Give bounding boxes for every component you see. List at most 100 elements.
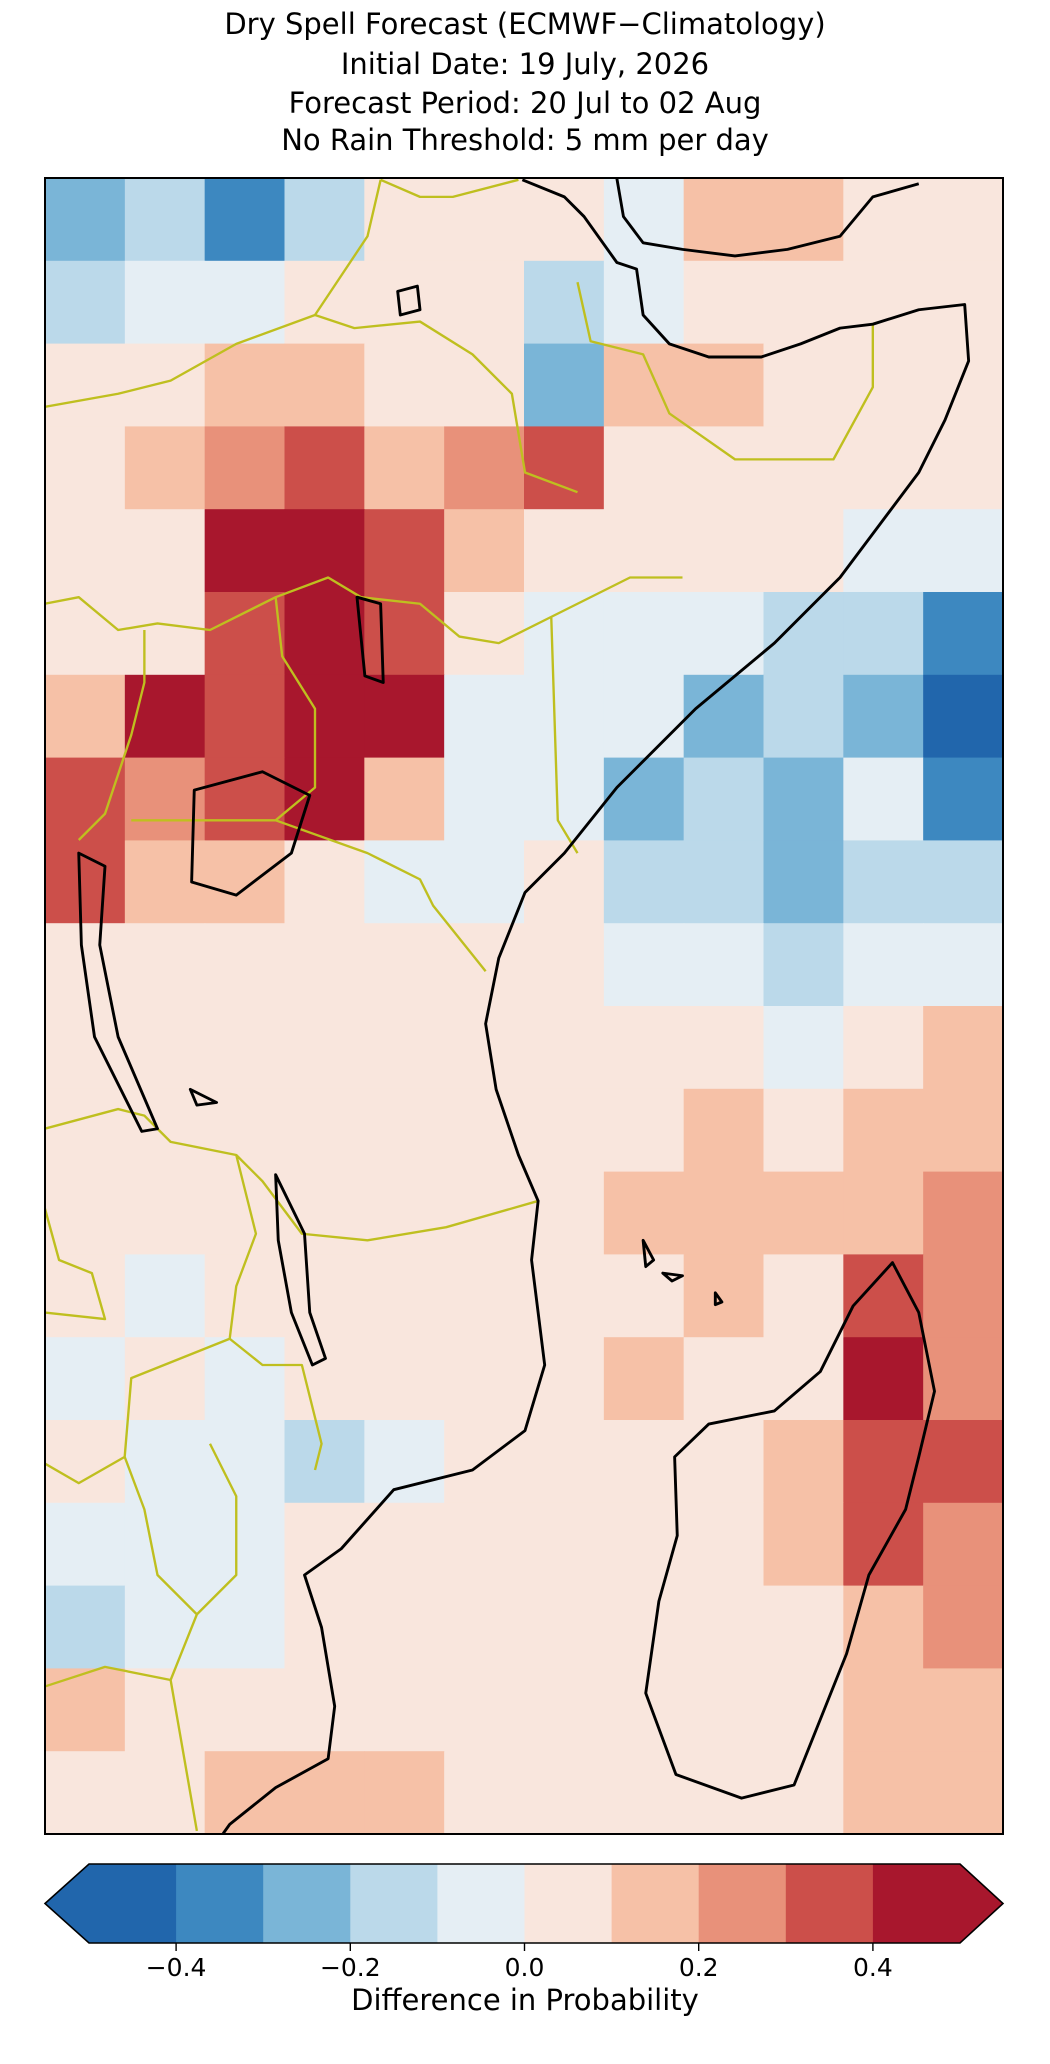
- grid-cell: [763, 674, 844, 759]
- island: [641, 1238, 724, 1307]
- grid-cell: [284, 178, 365, 262]
- grid-cell: [364, 1254, 445, 1338]
- grid-cell: [683, 426, 765, 510]
- grid-cell: [603, 1254, 685, 1338]
- grid-cell: [124, 426, 206, 510]
- grid-cell: [364, 1420, 445, 1504]
- grid-cell: [603, 260, 685, 345]
- grid-cell: [204, 592, 286, 676]
- grid-cell: [45, 1585, 126, 1669]
- grid-cell: [843, 923, 924, 1007]
- grid-cell: [843, 1088, 924, 1173]
- grid-cell: [843, 1668, 924, 1752]
- grid-cell: [124, 923, 206, 1007]
- grid-cell: [444, 840, 525, 924]
- grid-cell: [284, 1668, 365, 1752]
- chart-subtitle: No Rain Threshold: 5 mm per day: [281, 123, 769, 157]
- grid-cell: [444, 1254, 525, 1338]
- grid-cell: [204, 674, 286, 759]
- grid-cell: [763, 923, 844, 1007]
- grid-cell: [683, 1006, 765, 1090]
- grid-cell: [603, 840, 685, 924]
- grid-cell: [284, 343, 365, 427]
- grid-cell: [843, 592, 924, 676]
- grid-cell: [45, 1751, 126, 1834]
- grid-cell: [45, 1668, 126, 1752]
- grid-cell: [45, 426, 126, 510]
- lake: [77, 284, 422, 1367]
- grid-cell: [284, 1751, 365, 1834]
- grid-cell: [204, 509, 286, 593]
- grid-cell: [763, 343, 844, 427]
- grid-cell: [204, 1171, 286, 1255]
- grid-cell: [45, 1254, 126, 1338]
- grid-cell: [843, 1337, 924, 1421]
- grid-cell: [45, 260, 126, 345]
- colorbar-tick-label: 0.0: [505, 1953, 545, 1982]
- grid-cell: [763, 509, 844, 593]
- grid-cell: [204, 1751, 286, 1834]
- colorbar-segment: [785, 1864, 874, 1943]
- grid-cell: [603, 757, 685, 841]
- grid-cell: [284, 1088, 365, 1173]
- grid-cell: [524, 1585, 605, 1669]
- colorbar-tick-label: 0.4: [853, 1953, 893, 1982]
- grid-cell: [923, 923, 1003, 1007]
- grid-cell: [603, 426, 685, 510]
- grid-cell: [923, 1254, 1003, 1338]
- grid-cell: [923, 1502, 1003, 1587]
- grid-cell: [204, 1088, 286, 1173]
- grid-cell: [364, 1088, 445, 1173]
- grid-cell: [364, 509, 445, 593]
- grid-cell: [524, 757, 605, 841]
- grid-cell: [923, 343, 1003, 427]
- grid-cell: [843, 1502, 924, 1587]
- grid-cell: [843, 178, 924, 262]
- grid-cell: [444, 1668, 525, 1752]
- grid-cell: [124, 1088, 206, 1173]
- grid-cell: [603, 923, 685, 1007]
- grid-cell: [124, 1006, 206, 1090]
- grid-cell: [45, 592, 126, 676]
- colorbar-segment: [89, 1864, 177, 1943]
- colorbar: −0.4 −0.2 0.0 0.2 0.4: [43, 1863, 1005, 1982]
- colorbar-segment: [350, 1864, 438, 1943]
- grid-cell: [364, 840, 445, 924]
- grid-cell: [763, 1502, 844, 1587]
- grid-cell: [444, 178, 525, 262]
- grid-cell: [364, 1502, 445, 1587]
- grid-cell: [444, 426, 525, 510]
- grid-cell: [364, 1751, 445, 1834]
- country-border: [45, 178, 874, 1832]
- chart-title: Dry Spell Forecast (ECMWF−Climatology): [224, 7, 825, 41]
- grid-cell: [444, 1337, 525, 1421]
- grid-cell: [364, 1171, 445, 1255]
- grid-cell: [524, 1420, 605, 1504]
- grid-cell: [204, 1585, 286, 1669]
- grid-cell: [284, 674, 365, 759]
- grid-cell: [204, 923, 286, 1007]
- colorbar-outline: [43, 1863, 1005, 1944]
- grid-cell: [204, 426, 286, 510]
- grid-cell: [204, 260, 286, 345]
- grid-cell: [364, 260, 445, 345]
- grid-cell: [603, 1751, 685, 1834]
- colorbar-segment: [872, 1864, 961, 1943]
- grid-cell: [204, 178, 286, 262]
- colorbar-segment: [524, 1864, 613, 1943]
- grid-cell: [603, 1420, 685, 1504]
- grid-cell: [843, 674, 924, 759]
- grid-cell: [444, 260, 525, 345]
- grid-cell: [524, 178, 605, 262]
- grid-cell: [45, 1088, 126, 1173]
- grid-cell: [763, 1088, 844, 1173]
- grid-cell: [124, 343, 206, 427]
- grid-cell: [124, 178, 206, 262]
- chart-subtitle: Initial Date: 19 July, 2026: [341, 47, 709, 81]
- grid-cell: [284, 840, 365, 924]
- grid-cell: [124, 509, 206, 593]
- grid-cell: [364, 343, 445, 427]
- grid-cell: [364, 757, 445, 841]
- grid-cell: [45, 1420, 126, 1504]
- grid-cell: [923, 509, 1003, 593]
